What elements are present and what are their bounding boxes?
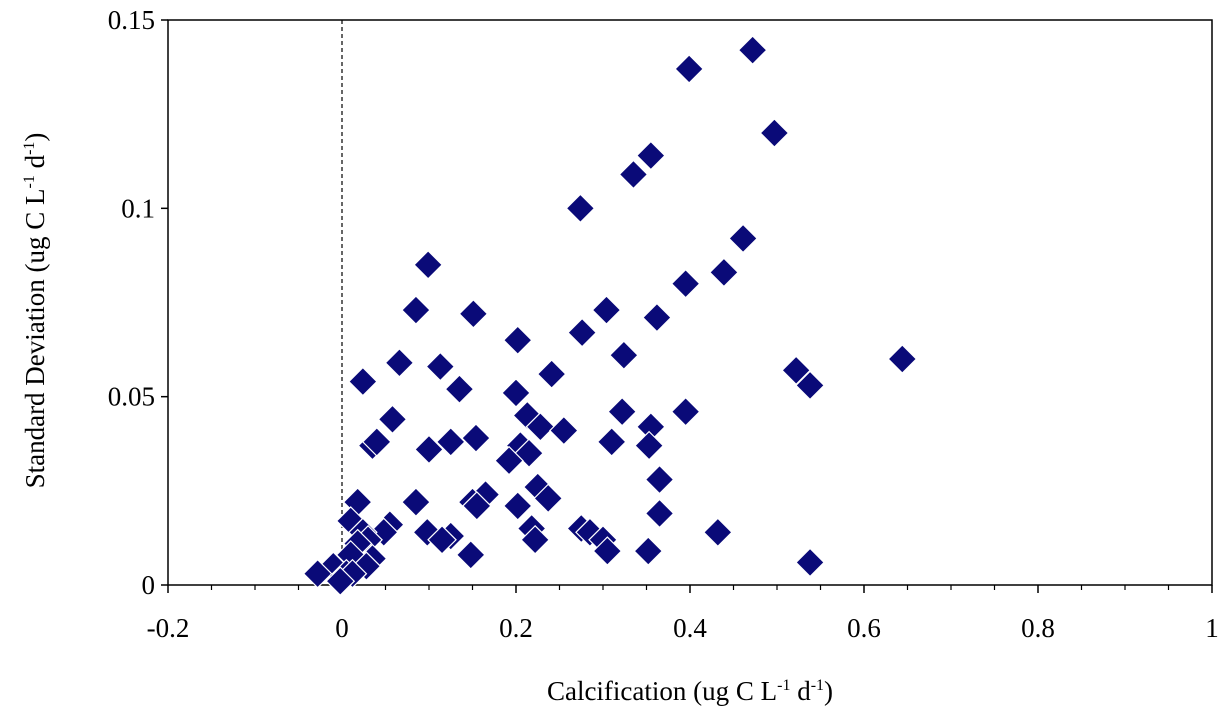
data-point — [702, 517, 733, 548]
data-point — [737, 35, 768, 65]
data-point — [634, 430, 664, 461]
plot-border — [167, 19, 1213, 586]
data-point — [525, 411, 556, 442]
data-point — [427, 524, 457, 555]
data-point — [728, 223, 758, 254]
data-point — [384, 347, 415, 378]
data-point — [549, 415, 579, 446]
plot-area — [167, 19, 1213, 586]
data-point — [644, 498, 675, 529]
data-point — [425, 351, 456, 382]
y-axis-title: Standard Deviation (ug C L-1 d-1) — [20, 133, 50, 489]
x-tick-label: 0 — [335, 613, 349, 643]
data-point — [520, 524, 550, 555]
data-point — [709, 257, 739, 288]
data-point — [502, 491, 533, 521]
x-tick-label: -0.2 — [147, 613, 190, 643]
x-tick-label: 0.6 — [847, 613, 881, 643]
data-point — [759, 118, 790, 148]
y-tick-label: 0 — [142, 570, 156, 600]
data-point — [502, 325, 533, 356]
data-point — [501, 378, 531, 408]
data-point — [414, 434, 444, 465]
data-point — [636, 140, 666, 171]
data-point — [642, 302, 672, 333]
data-point — [795, 547, 825, 578]
data-point — [618, 159, 649, 190]
y-tick-label: 0.1 — [121, 193, 155, 223]
data-point — [887, 344, 918, 374]
data-point — [644, 464, 675, 495]
x-axis: -0.2 0 0.2 0.4 0.6 0.8 1 — [147, 585, 1219, 643]
data-point — [435, 427, 466, 457]
data-points — [302, 35, 918, 597]
data-point — [565, 193, 596, 224]
data-point — [348, 366, 378, 397]
data-point — [494, 445, 524, 476]
data-point — [670, 268, 701, 299]
data-point — [674, 54, 704, 84]
data-point — [401, 487, 431, 517]
data-point — [458, 298, 489, 329]
x-tick-label: 0.2 — [499, 613, 533, 643]
y-tick-label: 0.05 — [108, 382, 155, 412]
data-point — [462, 491, 492, 521]
data-point — [455, 540, 486, 570]
data-point — [377, 404, 408, 435]
data-point — [401, 295, 431, 325]
data-point — [592, 536, 623, 566]
data-point — [302, 558, 333, 589]
data-point — [781, 355, 811, 386]
data-point — [591, 295, 622, 325]
data-point — [413, 249, 443, 280]
y-axis: 0 0.05 0.1 0.15 — [108, 5, 168, 600]
data-point — [596, 427, 627, 457]
data-point — [633, 536, 664, 566]
data-point — [609, 340, 639, 371]
data-point — [444, 374, 475, 404]
data-point — [607, 396, 637, 427]
data-point — [361, 427, 392, 457]
x-tick-label: 0.4 — [673, 613, 707, 643]
data-point — [795, 370, 825, 401]
data-point — [461, 423, 491, 453]
x-axis-title: Calcification (ug C L-1 d-1) — [547, 676, 833, 706]
x-tick-label: 0.8 — [1021, 613, 1055, 643]
data-point — [533, 483, 564, 514]
data-point — [325, 566, 356, 597]
data-point — [536, 359, 567, 389]
data-point — [567, 317, 597, 348]
x-tick-label: 1 — [1205, 613, 1219, 643]
data-point — [670, 396, 701, 427]
y-tick-label: 0.15 — [108, 5, 155, 35]
